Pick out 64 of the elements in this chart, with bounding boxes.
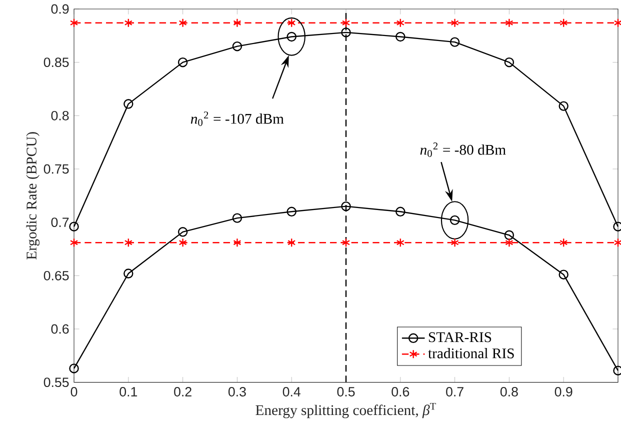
y-axis-title: Ergodic Rate (BPCU) [26,132,40,260]
x-tick-label: 0.3 [228,387,246,396]
annotation: n$_{0}$$^{2}$ = -107 dBm [190,112,284,126]
x-tick-label: 0.7 [446,387,464,396]
legend-label: traditional RIS [428,348,514,358]
point [69,222,79,232]
point [504,230,514,240]
x-tick-label: 0.5 [337,387,355,396]
point [396,238,404,248]
point [70,18,78,28]
point [560,238,568,248]
point [288,238,296,248]
y-tick-label: 0.55 [44,378,69,388]
x-tick-label: 0.2 [174,387,192,396]
point [232,41,242,52]
x-tick-label: 0.8 [500,387,518,396]
x-tick-label: 0.6 [392,387,410,396]
point [450,37,460,47]
point [560,18,568,28]
y-tick-label: 0.7 [51,218,69,228]
annotation: n$_{0}$$^{2}$ = -80 dBm [420,142,506,157]
point [396,32,406,42]
x-tick-label: 0.4 [282,387,300,396]
y-tick-label: 0.85 [44,58,69,68]
point [232,213,242,223]
point [505,18,514,28]
point [288,18,296,28]
point [124,268,134,278]
x-tick-label: 0.1 [120,387,138,396]
x-tick-label: 0 [70,387,78,396]
legend-label: STAR-RIS [428,332,492,342]
point [233,18,242,28]
point [342,238,350,248]
x-axis-title: Energy splitting coefficient, β$^{T}$ [256,402,436,418]
point [286,206,296,217]
point [341,201,351,212]
point [505,238,514,248]
point [124,238,132,248]
y-tick-label: 0.8 [51,110,69,120]
x-tick-label: 0.9 [554,387,572,396]
point [614,238,621,248]
point [396,206,406,217]
point [614,18,621,28]
y-tick-label: 0.9 [51,4,69,14]
y-tick-label: 0.75 [44,164,69,174]
point [341,28,351,38]
point [70,238,78,248]
point [178,18,187,28]
point [450,238,459,248]
point [342,18,350,28]
point [558,270,568,280]
point [396,18,404,28]
point [450,18,459,28]
point [558,101,568,111]
y-tick-label: 0.6 [51,324,69,334]
y-tick-label: 0.65 [44,270,69,280]
point [69,364,79,374]
point [178,57,188,68]
point [233,238,242,248]
point [124,99,134,109]
point [178,227,188,237]
point [178,238,187,248]
point [124,18,132,28]
point [504,57,514,68]
